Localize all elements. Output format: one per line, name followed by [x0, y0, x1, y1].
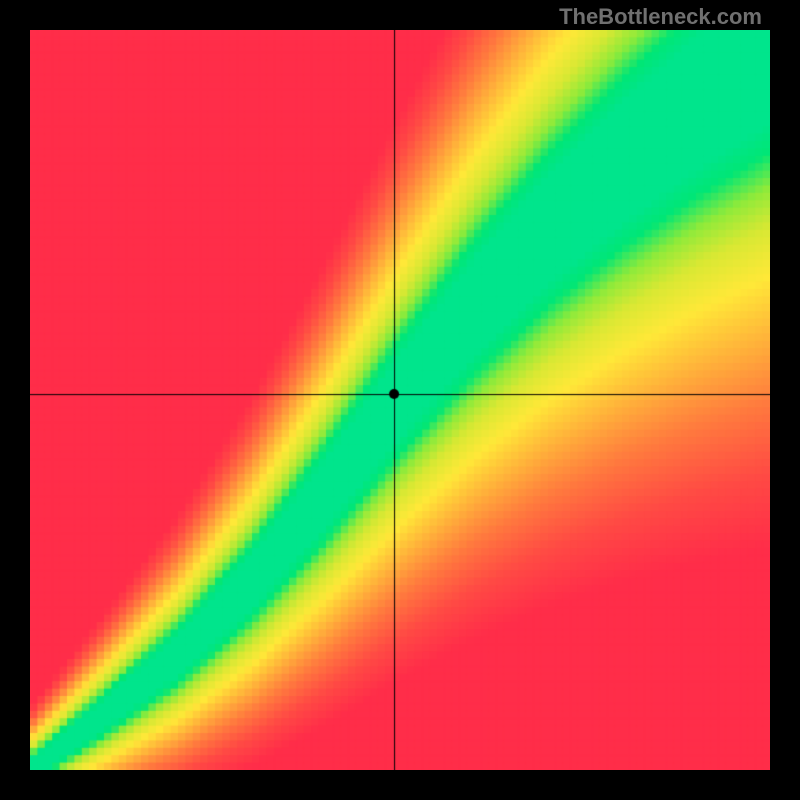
bottleneck-heatmap	[30, 30, 770, 770]
chart-frame: TheBottleneck.com	[0, 0, 800, 800]
watermark-text: TheBottleneck.com	[559, 4, 762, 30]
